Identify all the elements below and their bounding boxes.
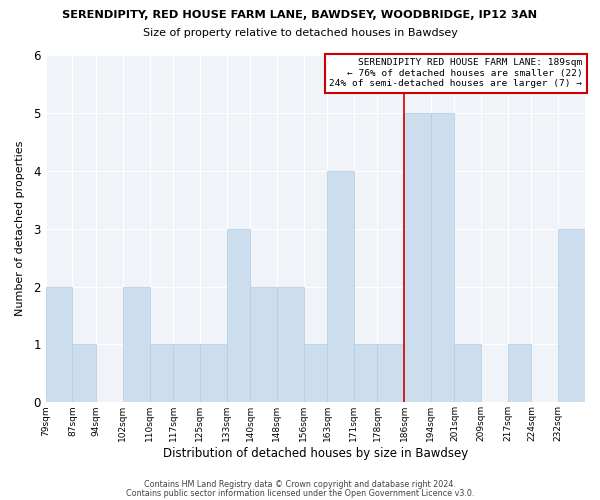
Bar	[404, 113, 431, 403]
Bar	[200, 344, 227, 403]
Bar	[173, 344, 200, 403]
Bar	[250, 286, 277, 403]
Text: Size of property relative to detached houses in Bawdsey: Size of property relative to detached ho…	[143, 28, 457, 38]
Bar	[277, 286, 304, 403]
Text: SERENDIPITY, RED HOUSE FARM LANE, BAWDSEY, WOODBRIDGE, IP12 3AN: SERENDIPITY, RED HOUSE FARM LANE, BAWDSE…	[62, 10, 538, 20]
Bar	[431, 113, 454, 403]
Text: SERENDIPITY RED HOUSE FARM LANE: 189sqm
← 76% of detached houses are smaller (22: SERENDIPITY RED HOUSE FARM LANE: 189sqm …	[329, 58, 583, 88]
Bar	[123, 286, 149, 403]
Bar	[377, 344, 404, 403]
Bar	[46, 286, 73, 403]
X-axis label: Distribution of detached houses by size in Bawdsey: Distribution of detached houses by size …	[163, 447, 468, 460]
Bar	[354, 344, 377, 403]
Bar	[327, 171, 354, 402]
Bar	[508, 344, 532, 403]
Bar	[149, 344, 173, 403]
Bar	[304, 344, 327, 403]
Text: Contains HM Land Registry data © Crown copyright and database right 2024.: Contains HM Land Registry data © Crown c…	[144, 480, 456, 489]
Y-axis label: Number of detached properties: Number of detached properties	[15, 141, 25, 316]
Bar	[558, 228, 585, 402]
Text: Contains public sector information licensed under the Open Government Licence v3: Contains public sector information licen…	[126, 488, 474, 498]
Bar	[73, 344, 96, 403]
Bar	[227, 228, 250, 402]
Bar	[454, 344, 481, 403]
